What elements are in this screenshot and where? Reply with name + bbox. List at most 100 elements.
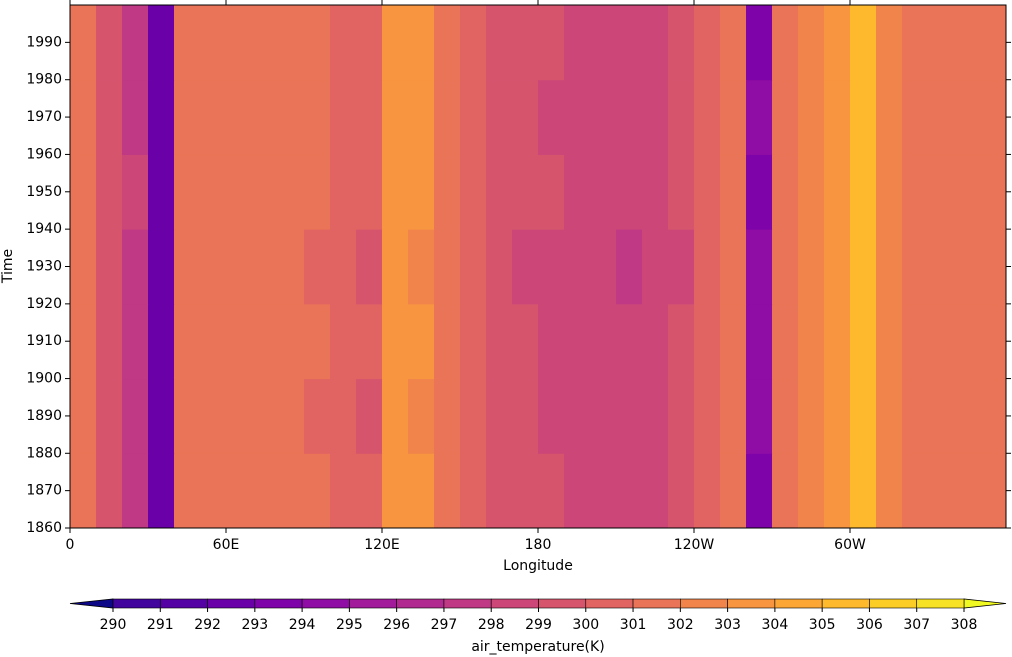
cell [694, 79, 721, 155]
x-tick-label: 120E [364, 537, 400, 553]
cell [798, 79, 825, 155]
cell [200, 303, 227, 380]
cell [356, 229, 383, 305]
colorbar-under [69, 598, 114, 609]
cell [876, 154, 903, 230]
colorbar-tick-label: 299 [525, 617, 552, 633]
cell [772, 154, 799, 230]
cell [148, 154, 175, 230]
colorbar-tick-label: 306 [856, 617, 883, 633]
cell [642, 79, 669, 155]
cell [564, 5, 591, 81]
cell [902, 303, 929, 380]
cell [148, 79, 175, 155]
cell [876, 303, 903, 380]
cell [70, 79, 97, 155]
cell [70, 453, 97, 529]
colorbar-swatch [396, 598, 445, 609]
cell [850, 378, 877, 454]
cell [512, 5, 539, 81]
cell [850, 303, 877, 380]
colorbar-swatch [490, 598, 539, 609]
cell [824, 154, 851, 230]
cell [122, 79, 149, 155]
cell [980, 154, 1007, 230]
cell [954, 453, 981, 529]
cell [408, 154, 435, 230]
colorbar-swatch [159, 598, 208, 609]
cell [252, 229, 279, 305]
cell [148, 378, 175, 454]
y-tick-label: 1870 [26, 483, 62, 499]
x-tick-label: 0 [66, 537, 75, 553]
y-tick-label: 1990 [26, 34, 62, 50]
cell [252, 453, 279, 529]
cell [330, 229, 357, 305]
cell [70, 5, 97, 81]
cell [148, 5, 175, 81]
cell [460, 303, 487, 380]
y-tick-label: 1880 [26, 445, 62, 461]
cell [720, 5, 747, 81]
y-tick-label: 1900 [26, 371, 62, 387]
cell [876, 5, 903, 81]
cell [304, 229, 331, 305]
colorbar-tick-label: 307 [903, 617, 930, 633]
colorbar-swatch [916, 598, 965, 609]
cell [408, 79, 435, 155]
cell [772, 453, 799, 529]
colorbar-swatch [632, 598, 681, 609]
colorbar-tick-label: 296 [383, 617, 410, 633]
cell [538, 229, 565, 305]
cell [616, 5, 643, 81]
cell [96, 5, 123, 81]
cell [538, 378, 565, 454]
cell [720, 154, 747, 230]
cell [174, 453, 201, 529]
cell [252, 5, 279, 81]
cell [798, 229, 825, 305]
cell [798, 378, 825, 454]
cell [772, 229, 799, 305]
cell [226, 79, 253, 155]
cell [642, 154, 669, 230]
colorbar-tick-label: 305 [809, 617, 836, 633]
cell [148, 453, 175, 529]
cell [460, 79, 487, 155]
cell [174, 5, 201, 81]
cell [590, 5, 617, 81]
cell [486, 5, 513, 81]
cell [538, 303, 565, 380]
cell [304, 5, 331, 81]
cell [902, 79, 929, 155]
cell [226, 378, 253, 454]
cell [70, 303, 97, 380]
cell [746, 5, 773, 81]
colorbar-swatch [680, 598, 728, 609]
cell [616, 154, 643, 230]
cell [278, 303, 305, 380]
cell [200, 229, 227, 305]
colorbar-tick-label: 297 [431, 617, 458, 633]
colorbar-tick-label: 292 [194, 617, 221, 633]
cell [954, 5, 981, 81]
cell [720, 453, 747, 529]
cell [382, 378, 409, 454]
cell [252, 303, 279, 380]
cell [694, 229, 721, 305]
cell [642, 229, 669, 305]
cell [304, 453, 331, 529]
cell [590, 378, 617, 454]
cell [928, 79, 955, 155]
colorbar-swatch [443, 598, 492, 609]
cell [356, 79, 383, 155]
cell [512, 229, 539, 305]
cell [382, 303, 409, 380]
cell [96, 79, 123, 155]
cell [980, 79, 1007, 155]
cell [460, 154, 487, 230]
cell [694, 303, 721, 380]
cell [902, 229, 929, 305]
cell [928, 303, 955, 380]
cell [148, 229, 175, 305]
